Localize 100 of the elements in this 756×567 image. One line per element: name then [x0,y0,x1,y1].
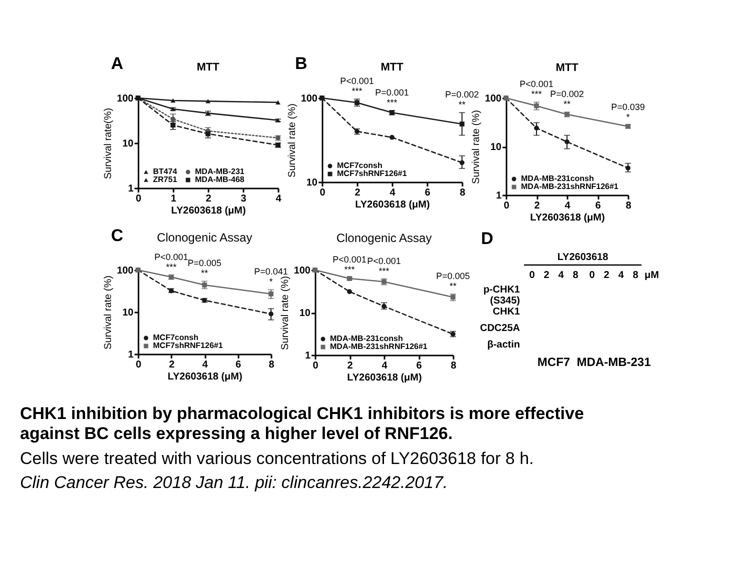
legend-label: ZR751 [153,175,178,184]
y-tick-label: 10 [299,308,311,319]
y-axis-title: Survival rate (%) [470,110,482,184]
legend-label: MCF7shRNF126#1 [337,169,408,178]
x-tick-label: 2 [206,194,212,204]
x-tick-label: 4 [276,194,282,204]
text: A [111,54,124,73]
y-tick-label: 10 [122,308,134,318]
annotation: P<0.001 [520,79,554,90]
y-axis-title: Survival rate (%) [102,276,114,350]
category-label: 2 [544,270,550,281]
category-label: 8 [572,270,579,281]
x-tick-label: 0 [136,194,142,204]
x-tick-label: 1 [170,194,177,204]
category-label: β-actin [487,340,520,350]
annotation: *** [531,89,542,100]
y-tick-label: 10 [490,142,502,153]
x-tick-label: 2 [534,200,540,212]
annotation: P=0.002 [445,90,479,100]
annotation: P<0.001 [154,252,188,262]
annotation: ** [449,281,457,292]
legend-label: MDA-MB-468 [195,175,245,184]
category-label: 2 [604,270,610,281]
category-label: CDC25A [480,323,520,334]
annotation: P<0.001 [367,256,401,266]
annotation: P=0.005 [436,271,470,282]
chart-title: MTT [196,62,220,74]
x-tick-label: 8 [460,188,466,198]
annotation: *** [344,264,356,274]
y-tick-label: 100 [300,94,318,104]
category-label: 4 [618,270,624,281]
annotation: P=0.039 [611,102,645,112]
text: Cells were treated with various concentrations of LY2603618 for 8 h. [20,449,534,468]
category-label: p-CHK1 (S345) [483,284,520,306]
x-tick-label: 6 [235,360,242,370]
x-tick-label: 2 [347,360,354,372]
y-tick-label: 100 [116,94,134,104]
x-tick-label: 8 [626,200,632,212]
y-tick-label: 10 [306,178,318,188]
annotation: P<0.001 [332,254,366,264]
legend-label: MDA-MB-231consh [521,174,594,183]
category-label: 8 [632,270,639,281]
y-tick-label: 100 [116,266,134,276]
x-axis-title: LY2603618 (μM) [355,200,430,210]
x-axis-title: LY2603618 (μM) [347,372,422,384]
annotation: P=0.002 [550,89,584,100]
x-tick-label: 4 [564,200,571,212]
annotation: *** [378,266,390,276]
annotation: * [626,112,630,122]
chart-title: MTT [380,62,404,74]
y-tick-label: 10 [122,138,134,150]
legend-label: MDA-MB-231consh [330,334,404,343]
x-tick-label: 0 [136,360,142,370]
legend-label: MCF7shRNF126#1 [153,341,224,350]
x-tick-label: 8 [450,360,457,372]
y-axis-title: Survival rate (%) [280,276,291,350]
text: MDA-MB-231 [576,355,652,369]
annotation: ** [200,268,208,278]
y-tick-label: 100 [294,266,311,276]
x-tick-label: 4 [390,188,396,198]
x-tick-label: 8 [268,360,275,370]
annotation: ** [563,99,571,110]
y-axis-title: Survival rate (%) [286,104,298,178]
y-tick-label: 1 [304,350,311,362]
annotation: P=0.005 [188,258,222,268]
x-tick-label: 2 [354,188,361,198]
x-tick-label: 6 [424,188,431,198]
text: Clin Cancer Res. 2018 Jan 11. pii: clincanres.2242.2017. [20,473,448,492]
text: C [111,226,124,245]
text: μM [644,270,659,281]
x-tick-label: 0 [312,360,319,372]
x-tick-label: 0 [320,188,326,198]
category-label: 0 [589,270,596,281]
legend-label: MCF7consh [153,333,198,342]
chart-title: MTT [556,62,579,74]
legend-label: MDA-MB-231shRNF126#1 [330,342,428,351]
x-tick-label: 3 [240,194,247,204]
y-tick-label: 1 [128,350,134,360]
x-tick-label: 6 [595,200,602,212]
x-tick-label: 4 [202,360,208,370]
x-tick-label: 4 [382,360,388,372]
chart-title: Clonogenic Assay [156,230,252,244]
annotation: P=0.041 [254,266,288,277]
legend-label: MDA-MB-231 [195,167,245,176]
x-axis-title: LY2603618 (μM) [171,206,246,216]
category-label: 4 [558,270,564,281]
y-axis-title: Survival rate(%) [102,108,114,180]
text: MCF7 [537,355,570,369]
text: LY2603618 [557,252,609,263]
text: D [481,229,494,248]
category-label: CHK1 [492,306,520,318]
legend-label: MCF7consh [337,161,382,170]
annotation: ** [458,100,466,110]
text: B [295,54,308,73]
y-tick-label: 100 [484,94,502,104]
annotation: * [269,276,274,287]
text: CHK1 inhibition by pharmacological CHK1 inhibitors is more effective against BC cells expressing a higher level of RNF126. [20,404,584,443]
legend-label: MDA-MB-231shRNF126#1 [521,182,619,191]
x-tick-label: 2 [168,360,175,370]
annotation: *** [386,97,398,108]
